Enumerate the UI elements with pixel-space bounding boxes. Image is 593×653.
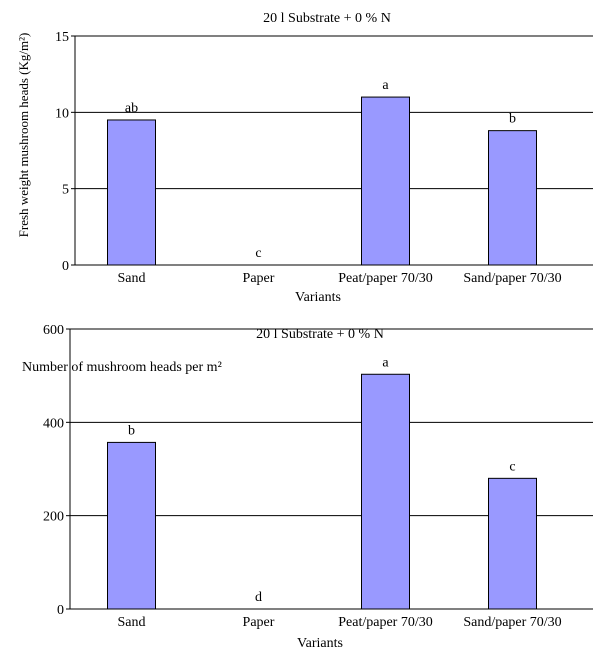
y-axis-label: Fresh weight mushroom heads (Kg/m²) bbox=[16, 33, 31, 238]
y-tick-label: 15 bbox=[55, 30, 69, 45]
y-tick-label: 400 bbox=[43, 416, 64, 431]
x-tick-label: Sand bbox=[118, 615, 146, 630]
y-tick-label: 0 bbox=[62, 259, 69, 274]
y-tick-label: 600 bbox=[43, 323, 64, 338]
bar-peat-paper-70-30 bbox=[361, 96, 410, 266]
bar-peat-paper-70-30 bbox=[361, 373, 410, 610]
significance-label: a bbox=[382, 78, 389, 93]
head-count-chart-svg: 20 l Substrate + 0 % N Number of mushroo… bbox=[22, 323, 593, 651]
chart-title: 20 l Substrate + 0 % N bbox=[256, 327, 384, 342]
x-tick-label: Sand/paper 70/30 bbox=[463, 271, 561, 286]
significance-label: d bbox=[255, 590, 262, 605]
x-axis-label: Variants bbox=[297, 636, 343, 651]
y-tick-label: 0 bbox=[57, 603, 64, 618]
y-tick-label: 10 bbox=[55, 106, 69, 121]
x-tick-label: Paper bbox=[243, 271, 275, 286]
head-count-chart: 20 l Substrate + 0 % N Number of mushroo… bbox=[0, 320, 593, 653]
bar-sand-paper-70-30 bbox=[488, 130, 537, 266]
significance-label: c bbox=[255, 246, 261, 261]
x-tick-label: Sand/paper 70/30 bbox=[463, 615, 561, 630]
bar-sand-paper-70-30 bbox=[488, 477, 537, 610]
significance-label: ab bbox=[125, 101, 138, 116]
bar-sand bbox=[107, 119, 156, 266]
fresh-weight-chart: 20 l Substrate + 0 % N Fresh weight mush… bbox=[0, 0, 593, 310]
significance-label: b bbox=[509, 112, 516, 127]
significance-label: c bbox=[509, 459, 515, 474]
fresh-weight-chart-svg: 20 l Substrate + 0 % N Fresh weight mush… bbox=[16, 11, 593, 305]
significance-label: a bbox=[382, 355, 389, 370]
x-axis-label: Variants bbox=[295, 290, 341, 305]
x-tick-label: Peat/paper 70/30 bbox=[338, 615, 432, 630]
chart-title: 20 l Substrate + 0 % N bbox=[263, 11, 391, 26]
x-tick-label: Peat/paper 70/30 bbox=[338, 271, 432, 286]
x-tick-label: Sand bbox=[118, 271, 146, 286]
x-tick-label: Paper bbox=[243, 615, 275, 630]
y-tick-label: 200 bbox=[43, 510, 64, 525]
bar-sand bbox=[107, 441, 156, 610]
chart-annotation: Number of mushroom heads per m² bbox=[22, 360, 222, 375]
significance-label: b bbox=[128, 423, 135, 438]
y-tick-label: 5 bbox=[62, 183, 69, 198]
